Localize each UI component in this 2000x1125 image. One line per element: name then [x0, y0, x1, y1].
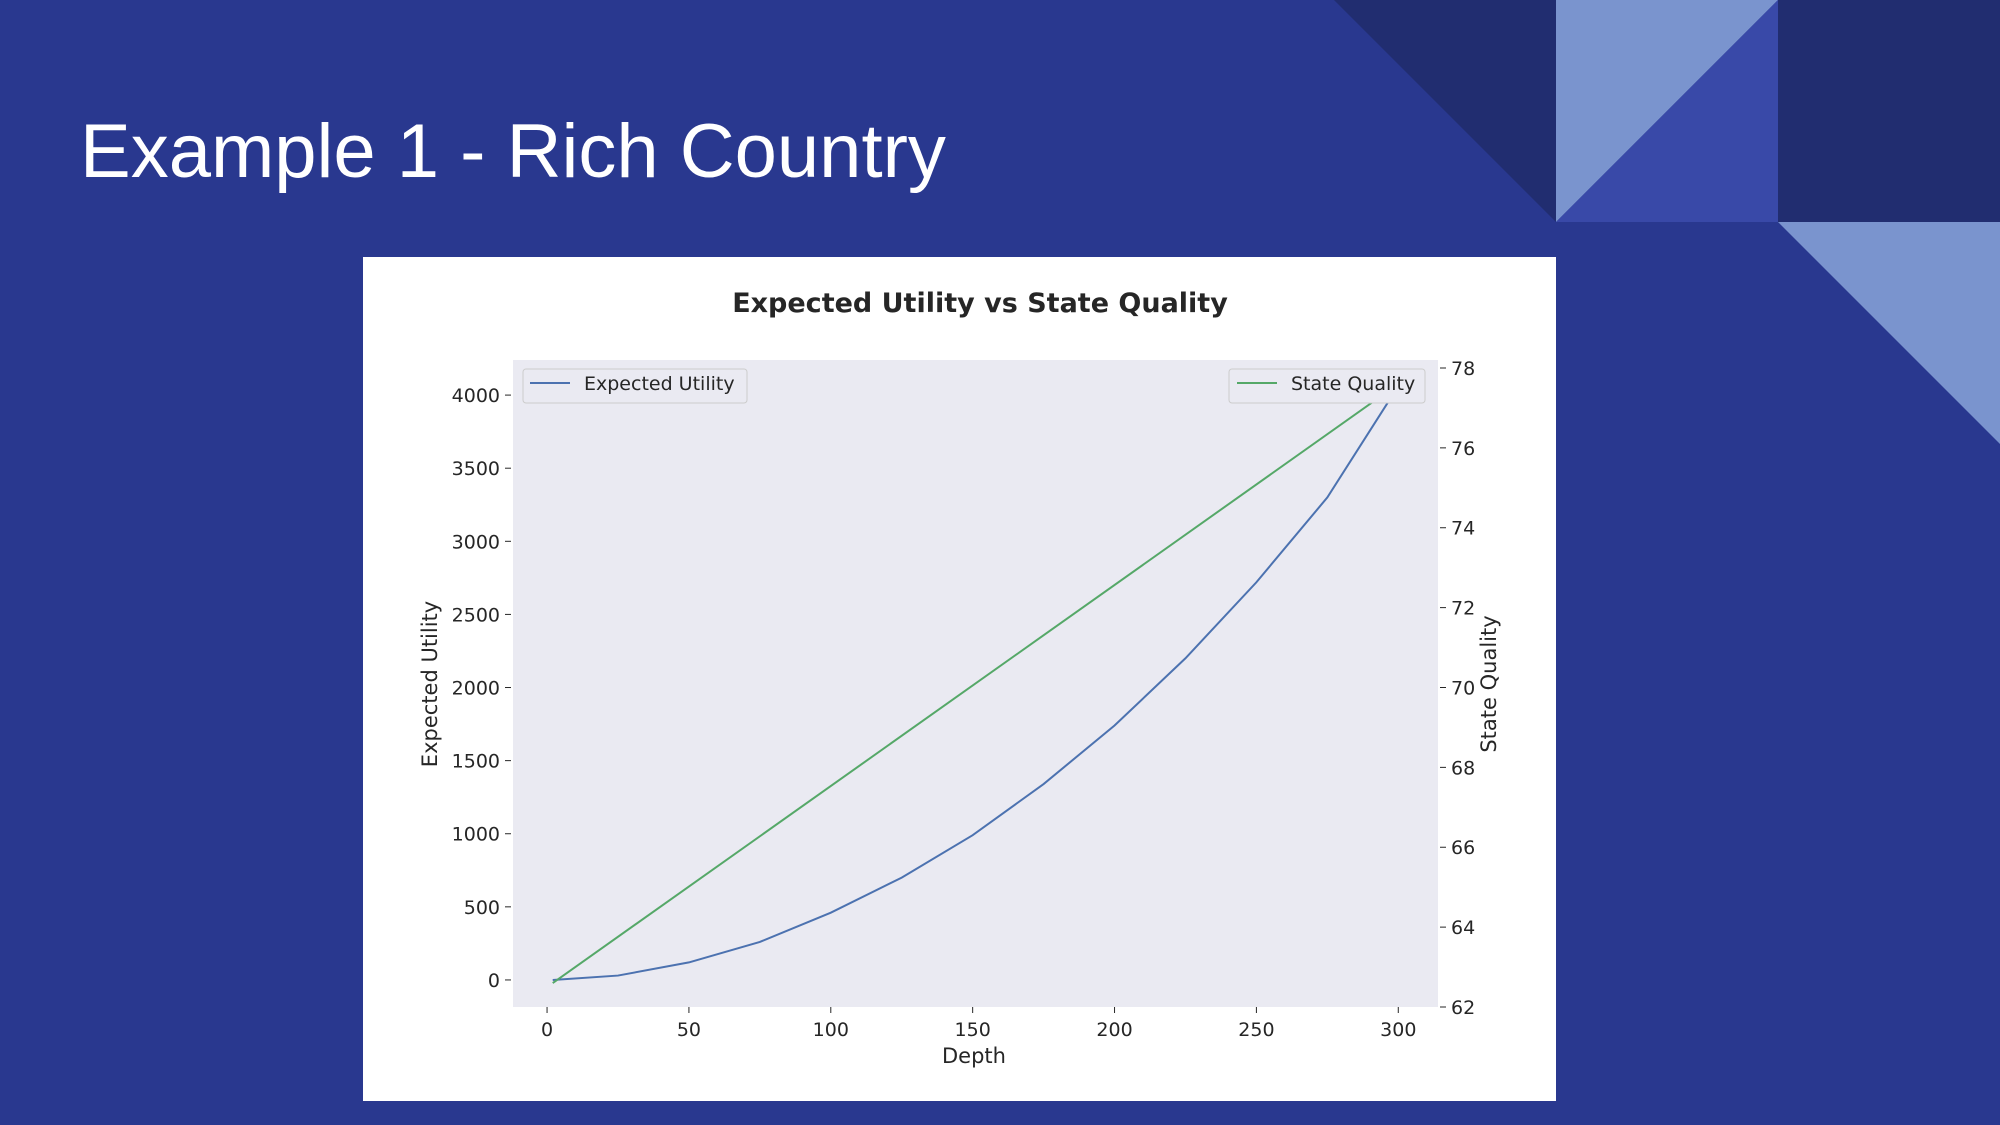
chart-title: Expected Utility vs State Quality: [732, 288, 1228, 319]
y2-tick-label: 76: [1451, 438, 1475, 460]
y-tick-label: 3500: [452, 458, 500, 480]
y-axis-ticks: 0 500 1000 1500 2000 2500 3000 3500 4000: [452, 385, 511, 992]
deco-dark-triangle-left: [1334, 0, 1556, 222]
x-tick-label: 50: [677, 1019, 701, 1041]
y2-tick-label: 74: [1451, 518, 1475, 540]
legend-label-state-quality: State Quality: [1291, 373, 1415, 395]
chart: 0 50 100 150 200 250 300 0 500 1000 1500 2000 2500 3…: [418, 288, 1501, 1068]
x-axis-ticks: 0 50 100 150 200 250 300: [541, 1007, 1416, 1041]
y2-tick-label: 68: [1451, 757, 1475, 779]
y-tick-label: 2000: [452, 678, 500, 700]
series-line-expected-utility: [552, 394, 1394, 981]
chart-card: 0 50 100 150 200 250 300 0 500 1000 1500 2000 2500 3…: [363, 257, 1556, 1101]
x-axis-label: Depth: [942, 1044, 1006, 1068]
y2-tick-label: 62: [1451, 997, 1475, 1019]
y-tick-label: 500: [464, 897, 500, 919]
y-axis-label: Expected Utility: [418, 601, 442, 767]
x-tick-label: 200: [1096, 1019, 1132, 1041]
legend-label-expected-utility: Expected Utility: [584, 373, 735, 395]
y2-tick-label: 70: [1451, 677, 1475, 699]
y2-tick-label: 72: [1451, 598, 1475, 620]
legend-expected-utility: Expected Utility: [522, 368, 748, 404]
x-tick-label: 150: [955, 1019, 991, 1041]
x-tick-label: 300: [1380, 1019, 1416, 1041]
y-tick-label: 1000: [452, 824, 500, 846]
y2-axis-ticks: 62 64 66 68 70 72 74 76 78: [1440, 358, 1475, 1019]
y2-tick-label: 66: [1451, 837, 1475, 859]
y-tick-label: 4000: [452, 385, 500, 407]
legend-state-quality: State Quality: [1228, 368, 1426, 404]
deco-dark-block: [1778, 0, 2000, 222]
y2-tick-label: 78: [1451, 358, 1475, 380]
series-line-state-quality: [552, 387, 1394, 984]
y2-axis-label: State Quality: [1477, 615, 1501, 752]
y-tick-label: 2500: [452, 604, 500, 626]
y-tick-label: 3000: [452, 531, 500, 553]
y-tick-label: 0: [488, 970, 500, 992]
x-tick-label: 250: [1238, 1019, 1274, 1041]
deco-mid-triangle: [1556, 0, 1778, 222]
deco-light-triangle-right: [1778, 222, 2000, 444]
x-tick-label: 100: [813, 1019, 849, 1041]
slide-title: Example 1 - Rich Country: [80, 109, 946, 194]
y2-tick-label: 64: [1451, 917, 1475, 939]
y-tick-label: 1500: [452, 751, 500, 773]
x-tick-label: 0: [541, 1019, 553, 1041]
